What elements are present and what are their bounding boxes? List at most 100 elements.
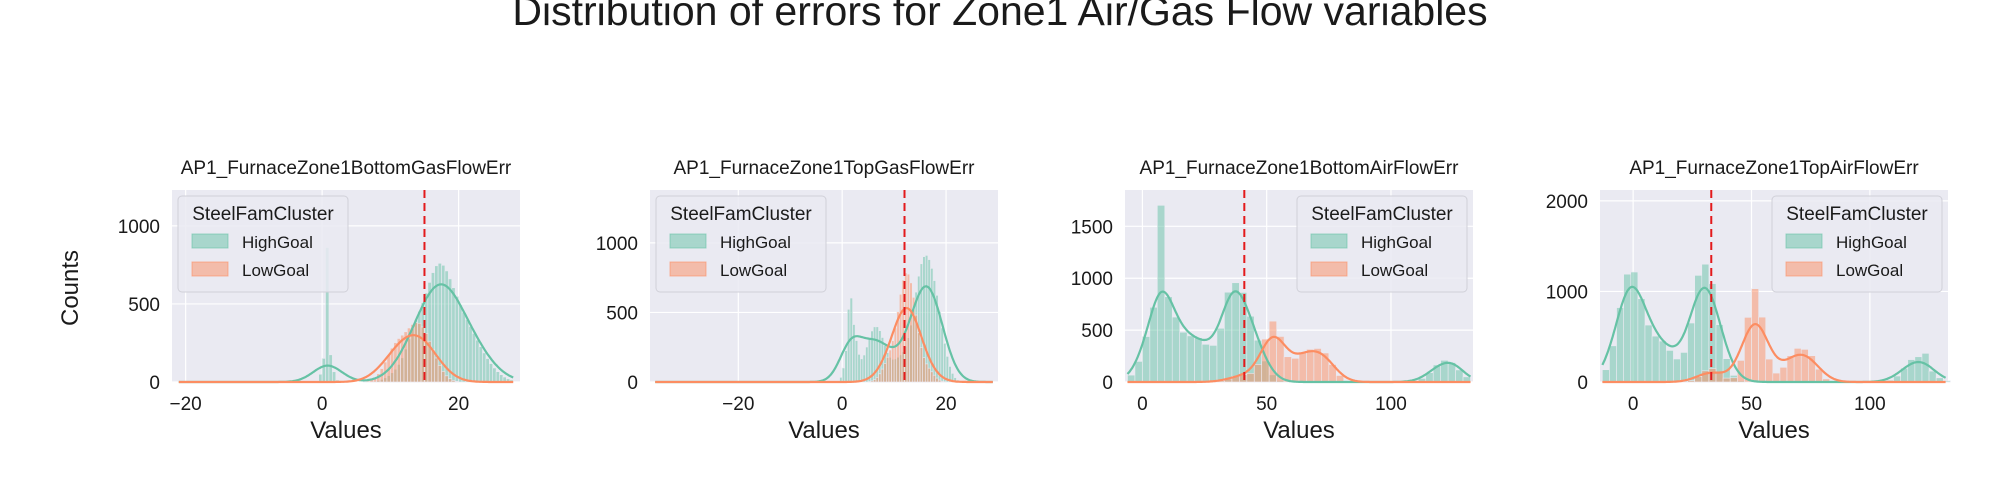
hist-bar-lowgoal	[886, 356, 890, 383]
hist-bar-lowgoal	[1765, 358, 1774, 383]
legend-title: SteelFamCluster	[670, 204, 812, 225]
legend: SteelFamCluster HighGoal LowGoal	[1296, 195, 1468, 293]
hist-bar-lowgoal	[437, 365, 442, 383]
hist-bar-highgoal	[927, 259, 931, 383]
hist-bar-highgoal	[943, 343, 947, 383]
hist-bar-lowgoal	[880, 368, 885, 383]
hist-bar-highgoal	[1179, 331, 1188, 383]
x-tick-label: 50	[1256, 394, 1277, 415]
y-tick-label: 1000	[1546, 282, 1588, 303]
x-axis-label: Values	[310, 417, 382, 444]
hist-bar-lowgoal	[917, 332, 921, 383]
legend-title: SteelFamCluster	[1786, 204, 1928, 225]
hist-bar-highgoal	[488, 363, 494, 383]
hist-bar-highgoal	[1201, 344, 1210, 383]
y-tick-label: 1000	[1071, 269, 1113, 290]
hist-bar-lowgoal	[413, 322, 418, 383]
hist-bar-highgoal	[862, 354, 866, 383]
hist-bar-highgoal	[1194, 337, 1203, 383]
legend-label-lowgoal: LowGoal	[242, 261, 309, 280]
hist-bar-highgoal	[1231, 282, 1240, 383]
kde-line-lowgoal	[178, 334, 514, 384]
legend-label-highgoal: HighGoal	[720, 233, 791, 252]
shared-ylabel: Counts	[57, 250, 84, 326]
legend-label-highgoal: HighGoal	[242, 233, 313, 252]
hist-bar-lowgoal	[441, 371, 446, 383]
hist-bar-highgoal	[495, 371, 500, 383]
x-axis-label: Values	[788, 417, 860, 444]
hist-bar-lowgoal	[878, 373, 882, 383]
subplot-title: AP1_FurnaceZone1TopAirFlowErr	[1629, 158, 1919, 179]
kde-line-highgoal	[1601, 285, 1947, 384]
y-tick-label: 500	[1081, 321, 1113, 342]
hist-bar-highgoal	[1455, 369, 1464, 383]
kde-line-lowgoal	[1602, 322, 1946, 384]
hist-bar-highgoal	[854, 340, 859, 383]
legend-title: SteelFamCluster	[192, 204, 334, 225]
hist-bar-highgoal	[1609, 345, 1617, 383]
hist-bar-lowgoal	[870, 380, 874, 383]
hist-bar-highgoal	[1665, 350, 1674, 383]
subplot-4: 0 50 100010002000AP1_FurnaceZone1TopAirFlo…	[1546, 158, 1951, 444]
x-tick-label: 100	[1854, 394, 1886, 415]
hist-bar-lowgoal	[893, 327, 898, 383]
hist-bar-highgoal	[847, 308, 851, 383]
y-tick-label: 0	[149, 373, 160, 394]
hist-bar-lowgoal	[1779, 367, 1788, 383]
hist-bar-highgoal	[1134, 361, 1143, 383]
hist-bar-highgoal	[841, 367, 846, 383]
hist-bar-highgoal	[458, 304, 463, 383]
hist-bar-lowgoal	[1283, 356, 1292, 383]
y-tick-label: 500	[606, 303, 638, 324]
hist-bar-lowgoal	[1246, 373, 1255, 383]
hist-bar-highgoal	[485, 358, 490, 383]
y-tick-label: 1500	[1071, 217, 1113, 238]
hist-bar-highgoal	[478, 346, 483, 383]
hist-bar-lowgoal	[1793, 348, 1802, 383]
hist-bar-lowgoal	[888, 349, 892, 383]
x-tick-label: 0	[837, 394, 848, 415]
x-tick-label: 20	[935, 394, 956, 415]
hist-bar-lowgoal	[454, 381, 459, 383]
hist-bar-lowgoal	[932, 374, 936, 383]
hist-bar-highgoal	[328, 354, 333, 383]
hist-bar-highgoal	[471, 333, 476, 383]
y-tick-label: 1000	[596, 234, 638, 255]
legend-label-lowgoal: LowGoal	[1361, 261, 1428, 280]
x-tick-label: 100	[1375, 394, 1407, 415]
kde-line-lowgoal	[655, 306, 993, 384]
hist-bar-highgoal	[844, 350, 848, 383]
hist-bar-highgoal	[1602, 369, 1610, 383]
y-tick-label: 2000	[1546, 192, 1588, 213]
x-tick-label: 0	[1628, 394, 1639, 415]
hist-bar-highgoal	[451, 287, 456, 383]
hist-bar-highgoal	[1644, 324, 1653, 383]
hist-bar-lowgoal	[448, 378, 453, 383]
hist-bar-lowgoal	[1291, 358, 1300, 383]
hist-bar-highgoal	[1171, 316, 1180, 383]
hist-bar-lowgoal	[417, 322, 422, 383]
hist-bar-lowgoal	[1751, 288, 1759, 383]
hist-bar-highgoal	[867, 337, 872, 383]
hist-bar-lowgoal	[935, 377, 939, 383]
y-tick-label: 1000	[118, 217, 160, 238]
y-tick-label: 0	[1102, 373, 1113, 394]
hist-bar-lowgoal	[451, 380, 456, 383]
x-tick-label: 0	[317, 394, 328, 415]
kde-line-lowgoal	[1127, 335, 1471, 384]
hist-bar-highgoal	[465, 319, 470, 383]
subplot-2: −20 0 20 0 500 1000 AP1_FurnaceZone1TopGasFlow…	[596, 158, 998, 444]
legend-swatch-highgoal	[1785, 233, 1823, 249]
hist-bar-highgoal	[448, 278, 453, 383]
hist-bar-highgoal	[1658, 340, 1667, 383]
hist-bar-lowgoal	[924, 363, 929, 383]
hist-bar-lowgoal	[873, 379, 877, 383]
x-tick-label: −20	[170, 394, 202, 415]
figure-title: Distribution of errors for Zone1 Air/Gas…	[512, 0, 1488, 34]
hist-bar-highgoal	[924, 255, 929, 383]
x-tick-label: −20	[722, 394, 754, 415]
hist-bar-lowgoal	[919, 347, 923, 383]
hist-bar-lowgoal	[1715, 372, 1724, 383]
